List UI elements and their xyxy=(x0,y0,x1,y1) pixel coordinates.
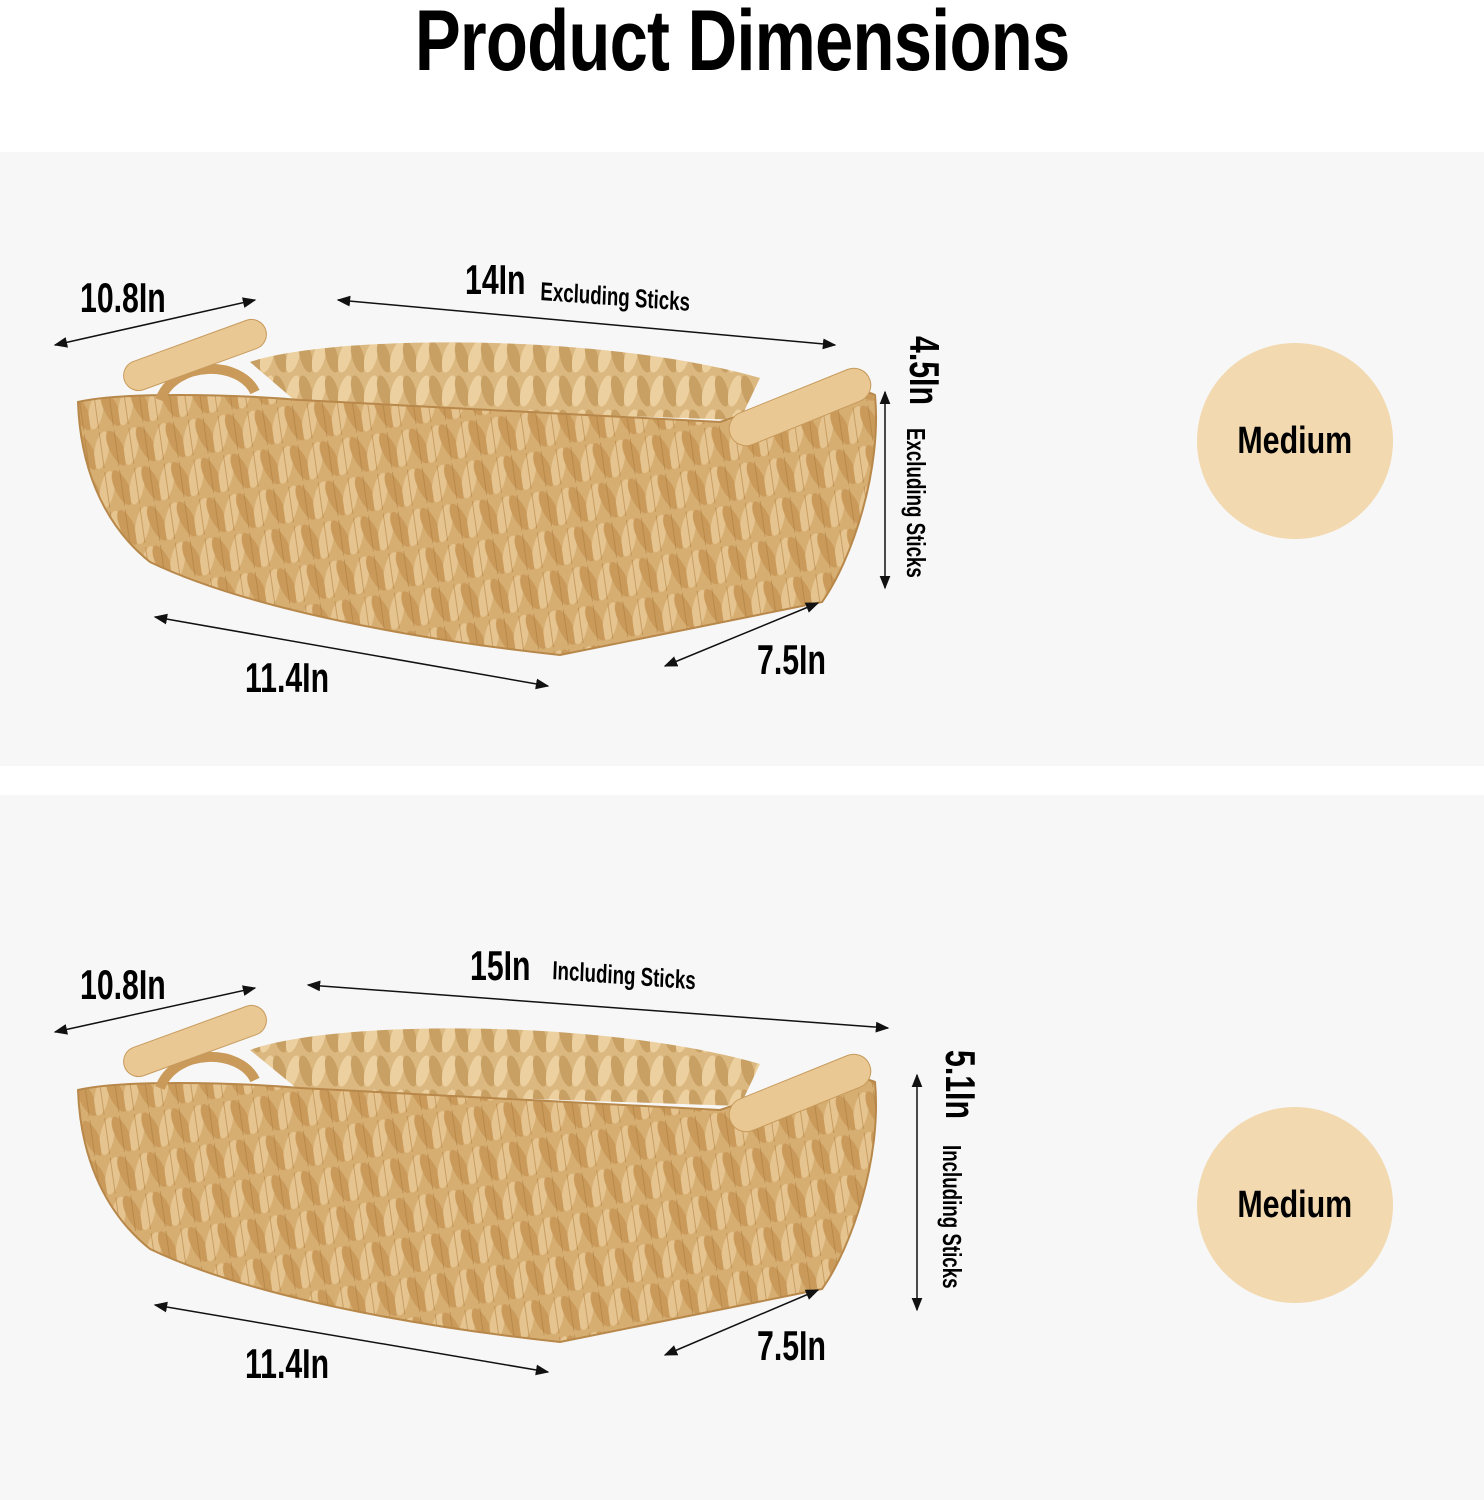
basket-image-bottom xyxy=(76,1004,877,1344)
arrow-bottom-width-bottom xyxy=(663,1289,820,1356)
bottom-length-label: 11.4In xyxy=(245,654,330,701)
length-value: 14In xyxy=(465,256,526,303)
arrow-length-bottom xyxy=(306,980,890,1033)
height-note: Including Sticks xyxy=(937,1145,967,1289)
bottom-length-label: 11.4In xyxy=(245,1340,330,1387)
width-label: 10.8In xyxy=(80,961,166,1008)
width-label: 10.8In xyxy=(80,274,166,321)
arrow-bottom-length-top xyxy=(153,613,550,690)
page-title-text: Product Dimensions xyxy=(414,0,1070,89)
page-title: Product Dimensions xyxy=(0,0,1484,91)
arrow-width-top xyxy=(53,297,257,348)
size-badge: Medium xyxy=(1197,343,1393,539)
size-badge: Medium xyxy=(1197,1107,1393,1303)
arrow-bottom-width-top xyxy=(663,602,820,667)
size-label: Medium xyxy=(1237,1183,1353,1226)
arrow-length-top xyxy=(336,295,837,350)
arrow-width-bottom xyxy=(53,985,257,1035)
height-value: 4.5In xyxy=(901,336,948,405)
height-note: Excluding Sticks xyxy=(901,428,931,578)
size-label: Medium xyxy=(1237,419,1353,462)
basket-image-top xyxy=(76,318,877,657)
bottom-width-label: 7.5In xyxy=(757,1322,826,1369)
bottom-width-label: 7.5In xyxy=(757,636,826,683)
arrow-bottom-length-bottom xyxy=(153,1301,550,1376)
handle-right xyxy=(728,1053,872,1133)
length-value: 15In xyxy=(470,942,531,989)
height-value: 5.1In xyxy=(937,1050,984,1119)
handle-right xyxy=(728,367,872,447)
